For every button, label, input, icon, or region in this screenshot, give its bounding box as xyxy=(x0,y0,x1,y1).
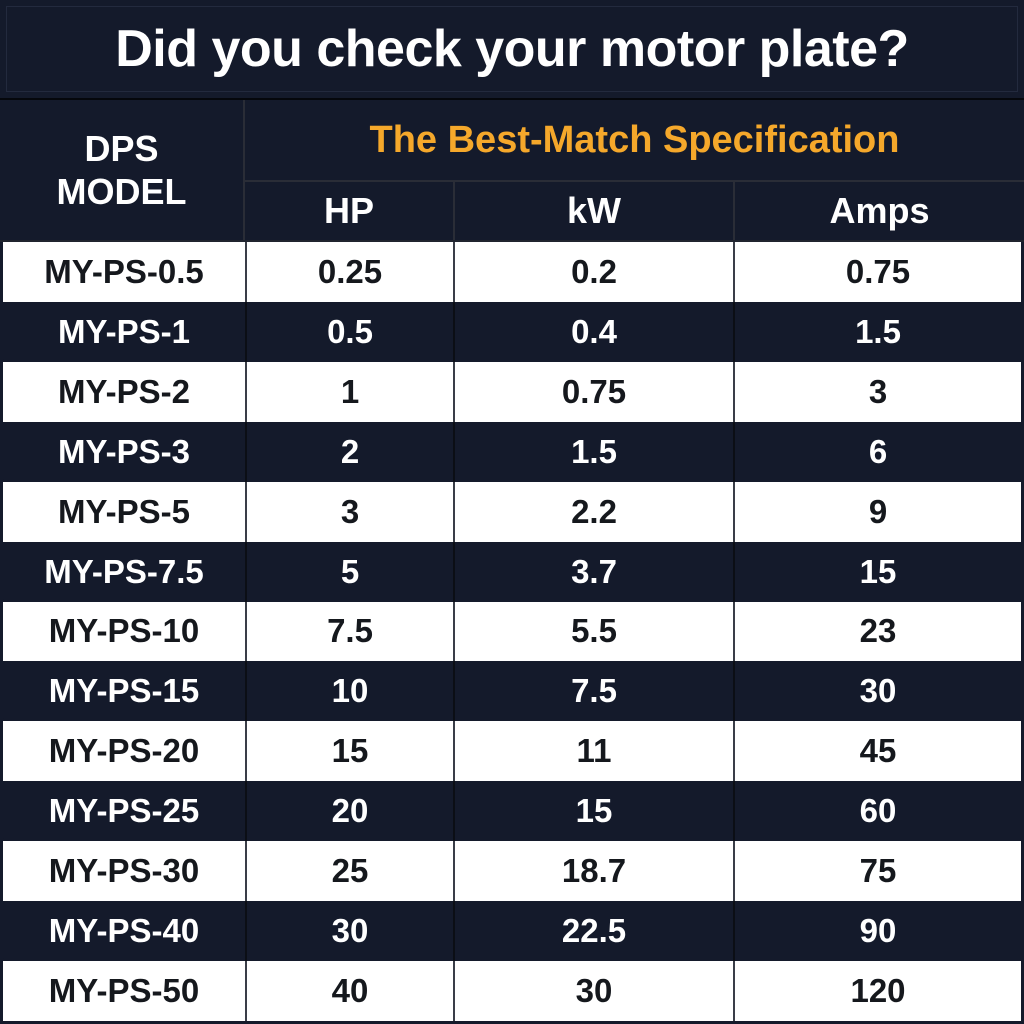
amps-cell: 0.75 xyxy=(733,242,1021,302)
kw-cell: 0.75 xyxy=(453,361,733,422)
model-cell: MY-PS-3 xyxy=(57,432,191,470)
kw-cell: 0.4 xyxy=(453,301,733,362)
spec-group-header: The Best-Match Specification xyxy=(245,100,1024,182)
column-header-amps: Amps xyxy=(733,182,1024,240)
hp-cell: 10 xyxy=(245,661,453,722)
model-column-header: DPS MODEL xyxy=(0,100,245,240)
spec-header-area: The Best-Match Specification HP kW Amps xyxy=(245,100,1024,240)
kw-cell: 15 xyxy=(453,781,733,842)
table-row: MY-PS-15 10 7.5 30 xyxy=(3,661,1021,722)
model-cell: MY-PS-10 xyxy=(48,612,200,650)
kw-cell: 18.7 xyxy=(453,841,733,902)
amps-cell: 1.5 xyxy=(733,301,1021,362)
model-cell: MY-PS-50 xyxy=(48,972,200,1010)
table-header: DPS MODEL The Best-Match Specification H… xyxy=(0,100,1024,242)
amps-cell: 90 xyxy=(733,901,1021,962)
table-row: MY-PS-1 0.5 0.4 1.5 xyxy=(3,301,1021,362)
amps-cell: 30 xyxy=(733,661,1021,722)
amps-cell: 3 xyxy=(733,361,1021,422)
model-cell: MY-PS-5 xyxy=(57,492,191,530)
table-row: MY-PS-7.5 5 3.7 15 xyxy=(3,541,1021,602)
table-row: MY-PS-30 25 18.7 75 xyxy=(3,841,1021,902)
table-row: MY-PS-20 15 11 45 xyxy=(3,721,1021,782)
hp-cell: 20 xyxy=(245,781,453,842)
hp-cell: 0.25 xyxy=(245,242,453,302)
amps-cell: 15 xyxy=(733,541,1021,602)
table-body: MY-PS-0.5 0.25 0.2 0.75 MY-PS-1 0.5 0.4 … xyxy=(0,242,1024,1024)
spec-column-headers: HP kW Amps xyxy=(245,182,1024,240)
title-bar: Did you check your motor plate? xyxy=(0,0,1024,100)
table-row: MY-PS-25 20 15 60 xyxy=(3,781,1021,842)
table-row: MY-PS-0.5 0.25 0.2 0.75 xyxy=(3,242,1021,302)
table-row: MY-PS-2 1 0.75 3 xyxy=(3,361,1021,422)
model-cell: MY-PS-2 xyxy=(57,372,191,410)
table-row: MY-PS-5 3 2.2 9 xyxy=(3,481,1021,542)
table-row: MY-PS-3 2 1.5 6 xyxy=(3,421,1021,482)
amps-cell: 120 xyxy=(733,961,1021,1021)
kw-cell: 1.5 xyxy=(453,421,733,482)
model-cell: MY-PS-7.5 xyxy=(44,552,204,590)
kw-cell: 30 xyxy=(453,961,733,1021)
hp-cell: 0.5 xyxy=(245,301,453,362)
kw-cell: 2.2 xyxy=(453,481,733,542)
kw-cell: 22.5 xyxy=(453,901,733,962)
table-row: MY-PS-10 7.5 5.5 23 xyxy=(3,601,1021,662)
kw-cell: 5.5 xyxy=(453,601,733,662)
hp-cell: 15 xyxy=(245,721,453,782)
model-header-line1: DPS xyxy=(84,128,159,169)
model-cell: MY-PS-25 xyxy=(48,792,200,830)
column-header-kw: kW xyxy=(453,182,733,240)
table-row: MY-PS-50 40 30 120 xyxy=(3,961,1021,1021)
page-title: Did you check your motor plate? xyxy=(115,20,909,78)
kw-cell: 0.2 xyxy=(453,242,733,302)
column-header-hp: HP xyxy=(323,190,374,231)
hp-cell: 5 xyxy=(245,541,453,602)
model-cell: MY-PS-1 xyxy=(57,312,191,350)
hp-cell: 1 xyxy=(245,361,453,422)
kw-cell: 7.5 xyxy=(453,661,733,722)
amps-cell: 45 xyxy=(733,721,1021,782)
kw-cell: 11 xyxy=(453,721,733,782)
amps-cell: 60 xyxy=(733,781,1021,842)
hp-cell: 2 xyxy=(245,421,453,482)
kw-cell: 3.7 xyxy=(453,541,733,602)
amps-cell: 75 xyxy=(733,841,1021,902)
amps-cell: 6 xyxy=(733,421,1021,482)
hp-cell: 7.5 xyxy=(245,601,453,662)
model-cell: MY-PS-20 xyxy=(48,732,200,770)
hp-cell: 3 xyxy=(245,481,453,542)
model-cell: MY-PS-0.5 xyxy=(44,252,204,290)
hp-cell: 25 xyxy=(245,841,453,902)
amps-cell: 23 xyxy=(733,601,1021,662)
table-row: MY-PS-40 30 22.5 90 xyxy=(3,901,1021,962)
model-cell: MY-PS-40 xyxy=(48,912,200,950)
hp-cell: 30 xyxy=(245,901,453,962)
model-header-line2: MODEL xyxy=(56,171,187,212)
model-cell: MY-PS-15 xyxy=(48,672,200,710)
amps-cell: 9 xyxy=(733,481,1021,542)
model-cell: MY-PS-30 xyxy=(48,852,200,890)
hp-cell: 40 xyxy=(245,961,453,1021)
